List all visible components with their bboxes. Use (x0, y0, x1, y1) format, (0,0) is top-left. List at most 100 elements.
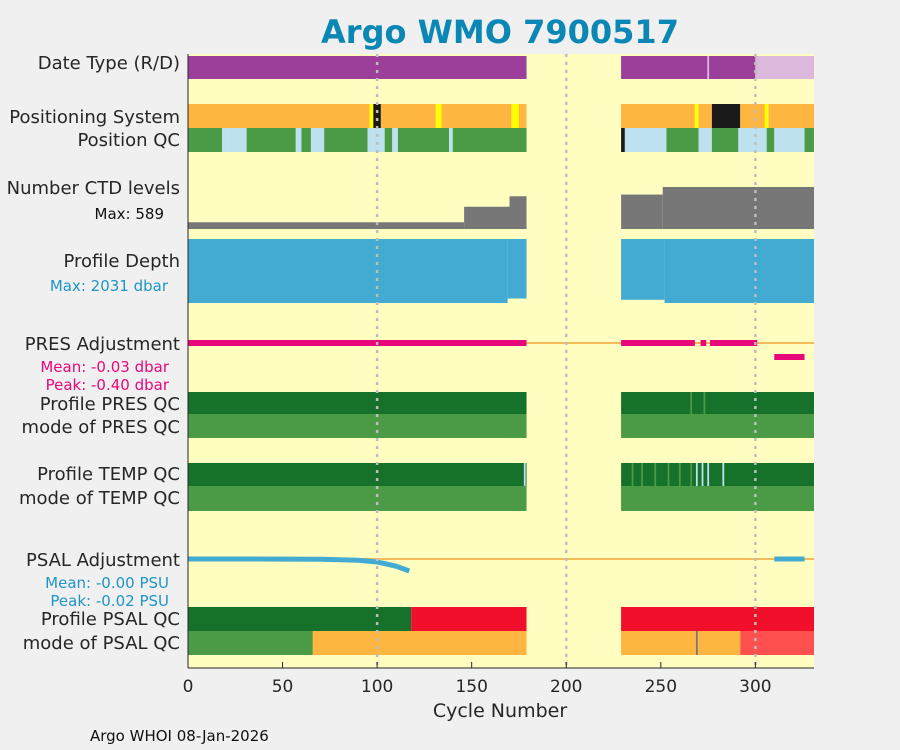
overlay-profile-temp-qc-0-2 (654, 463, 657, 486)
row-stat-ctd-levels: Max: 589 (95, 205, 164, 223)
segment-position-qc-13 (448, 128, 453, 152)
row-position-qc (188, 128, 814, 152)
row-ctd-levels (188, 187, 814, 229)
segment-positioning-system-14 (768, 104, 814, 128)
segment-position-qc-8 (367, 128, 374, 152)
x-axis: 0 50 100 150 200 250 300 (183, 54, 814, 697)
bar-ctd-levels-1 (464, 206, 510, 229)
segment-position-qc-2 (227, 128, 247, 152)
segment-position-qc-1 (222, 128, 228, 152)
segment-position-qc-14 (452, 128, 527, 152)
chart-title: Argo WMO 7900517 (321, 13, 679, 51)
row-mode-temp-qc (188, 486, 814, 511)
row-label-mode-psal-qc: mode of PSAL QC (23, 633, 180, 654)
bar-profile-depth-2 (621, 239, 665, 300)
segment-positioning-system-13 (764, 104, 769, 128)
segment-position-qc-16 (624, 128, 667, 152)
segment-position-qc-17 (666, 128, 699, 152)
segment-positioning-system-12 (740, 104, 765, 128)
segment-position-qc-0 (188, 128, 223, 152)
row-profile-depth (188, 239, 814, 303)
segment-position-qc-15 (621, 128, 625, 152)
row-label-date-type: Date Type (R/D) (38, 53, 180, 74)
rows-layer (188, 56, 814, 655)
bar-profile-depth-0 (188, 239, 508, 303)
overlay-mode-psal-qc-4-0 (695, 631, 698, 655)
overlay-profile-temp-qc-0-3 (667, 463, 670, 486)
segment-position-qc-5 (301, 128, 311, 152)
bar-ctd-levels-0 (188, 222, 465, 229)
overlay-profile-temp-qc-0-1 (641, 463, 643, 486)
segment-date-type-2 (755, 56, 814, 79)
row-stat-pres-adjustment-1: Peak: -0.40 dbar (46, 376, 170, 394)
segment-mode-temp-qc-0 (188, 486, 527, 511)
labels-layer: Date Type (R/D) Positioning SystemPositio… (7, 53, 180, 654)
row-profile-pres-qc (188, 392, 814, 414)
segment-positioning-system-6 (511, 104, 519, 128)
bar-ctd-levels-2 (509, 196, 527, 229)
segment-positioning-system-7 (518, 104, 527, 128)
segment-date-type-1 (621, 56, 756, 79)
row-stat-profile-depth: Max: 2031 dbar (50, 277, 169, 295)
row-label-positioning-system: Positioning System (9, 107, 180, 128)
x-tick-label-0: 0 (183, 677, 194, 697)
segment-profile-psal-qc-1 (411, 607, 527, 631)
segment-position-qc-18 (698, 128, 712, 152)
row-label-position-qc: Position QC (77, 130, 180, 151)
x-axis-label: Cycle Number (433, 700, 567, 722)
segment-position-qc-4 (295, 128, 302, 152)
segment-position-qc-21 (766, 128, 775, 152)
overlay-profile-temp-qc-0-5 (690, 463, 693, 486)
segment-mode-psal-qc-2 (621, 631, 741, 655)
row-label-profile-psal-qc: Profile PSAL QC (41, 609, 180, 630)
bar-profile-depth-1 (507, 239, 527, 299)
segment-positioning-system-1 (369, 104, 374, 128)
x-tick-label-300: 300 (739, 677, 771, 697)
segment-profile-temp-qc-1 (621, 463, 814, 486)
segment-position-qc-3 (246, 128, 296, 152)
footer-credit: Argo WHOI 08-Jan-2026 (90, 727, 269, 745)
overlay-profile-pres-qc-2-0 (690, 392, 693, 414)
row-label-mode-temp-qc: mode of TEMP QC (19, 488, 180, 509)
x-tick-label-150: 150 (455, 677, 487, 697)
segment-positioning-system-5 (441, 104, 512, 128)
segment-positioning-system-3 (380, 104, 436, 128)
x-tick-label-100: 100 (361, 677, 393, 697)
x-tick-label-50: 50 (272, 677, 294, 697)
segment-mode-psal-qc-1 (312, 631, 527, 655)
row-stat-psal-adjustment-0: Mean: -0.00 PSU (45, 574, 169, 592)
segment-date-type-0 (188, 56, 527, 79)
row-positioning-system (188, 104, 814, 128)
segment-position-qc-19 (711, 128, 739, 152)
row-label-psal-adjustment: PSAL Adjustment (26, 550, 180, 571)
segment-profile-temp-qc-0 (188, 463, 527, 486)
segment-position-qc-10 (384, 128, 393, 152)
segment-positioning-system-0 (188, 104, 370, 128)
row-stat-pres-adjustment-0: Mean: -0.03 dbar (40, 358, 170, 376)
segment-position-qc-11 (392, 128, 398, 152)
segment-positioning-system-8 (621, 104, 695, 128)
row-date-type (188, 56, 814, 79)
segment-positioning-system-11 (711, 104, 741, 128)
overlay-date-type-3-0 (707, 56, 710, 79)
psal-adjustment-line (188, 556, 411, 574)
segment-positioning-system-2 (373, 104, 381, 128)
segment-profile-pres-qc-0 (188, 392, 527, 414)
segment-profile-psal-qc-0 (188, 607, 412, 631)
segment-profile-pres-qc-1 (621, 392, 814, 414)
row-profile-temp-qc (188, 463, 814, 486)
segment-mode-psal-qc-0 (188, 631, 313, 655)
segment-mode-pres-qc-0 (188, 414, 527, 438)
overlay-profile-temp-qc-1-2 (701, 463, 704, 486)
bar-ctd-levels-3 (621, 194, 663, 229)
x-tick-label-200: 200 (550, 677, 582, 697)
segment-positioning-system-10 (698, 104, 712, 128)
row-profile-psal-qc (188, 607, 814, 631)
plot-area (188, 54, 814, 668)
overlay-profile-temp-qc-1-3 (707, 463, 710, 486)
overlay-profile-temp-qc-1-0 (523, 463, 526, 486)
segment-positioning-system-9 (694, 104, 699, 128)
segment-profile-psal-qc-2 (621, 607, 814, 631)
segment-position-qc-9 (373, 128, 385, 152)
